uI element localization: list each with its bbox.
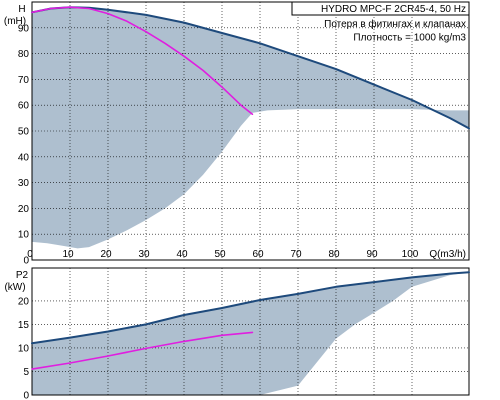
power-y-tick-label: 20 — [18, 296, 30, 307]
head-x-tick-label: 50 — [214, 249, 226, 260]
head-y-tick-label: 70 — [18, 75, 30, 86]
head-y-tick-label: 80 — [18, 49, 30, 60]
head-duty-curve — [31, 6, 254, 115]
head-x-tick-label: 20 — [100, 249, 112, 260]
power-y-tick-label: 15 — [18, 320, 30, 331]
head-y-axis-title-unit: (mH) — [4, 16, 26, 27]
head-y-axis-title-symbol: H — [18, 4, 25, 15]
head-y-tick-label: 60 — [18, 101, 30, 112]
power-plot-frame — [31, 267, 470, 396]
head-y-tick-label: 0 — [23, 256, 29, 267]
info-line: Потеря в фитингах и клапанах — [324, 18, 466, 30]
power-pump-curve — [31, 271, 470, 345]
product-title: HYDRO MPC-F 2CR45-4, 50 Hz — [321, 4, 466, 15]
info-line: Плотность = 1000 kg/m3 — [353, 33, 466, 44]
info-box: HYDRO MPC-F 2CR45-4, 50 Hz Потеря в фитин… — [291, 1, 470, 44]
power-y-axis-title-unit: (kW) — [4, 282, 25, 293]
power-y-tick-label: 10 — [18, 343, 30, 354]
power-operating-region — [32, 272, 469, 395]
head-y-tick-label: 40 — [18, 152, 30, 163]
power-y-axis-title-symbol: P2 — [16, 270, 29, 281]
head-y-tick-label: 20 — [18, 204, 30, 215]
head-x-tick-label: 90 — [366, 249, 378, 260]
head-operating-region — [32, 7, 469, 249]
head-x-tick-label: 30 — [138, 249, 150, 260]
head-y-tick-label: 10 — [18, 230, 30, 241]
head-x-tick-label: 100 — [402, 249, 419, 260]
head-chart-panel: 0 10 20 30 40 50 60 70 80 90 H(mH) 0 10 20 30 40 50 60 70 8… — [4, 1, 470, 267]
head-y-tick-label: 90 — [18, 23, 30, 34]
head-x-tick-label: 80 — [328, 249, 340, 260]
power-y-tick-label: 0 — [23, 391, 29, 400]
head-y-tick-label: 30 — [18, 178, 30, 189]
head-x-axis-title: Q(m3/h) — [429, 249, 466, 260]
info-title-box — [291, 1, 470, 16]
head-plot-frame — [31, 1, 470, 261]
head-y-tick-label: 50 — [18, 127, 30, 138]
head-x-tick-label: 70 — [290, 249, 302, 260]
power-y-tick-label: 5 — [23, 367, 29, 378]
power-chart-panel: 0 5 10 15 20 P2(kW) — [4, 267, 470, 400]
head-x-tick-label: 0 — [27, 249, 33, 260]
head-x-tick-label: 60 — [252, 249, 264, 260]
power-duty-curve — [31, 331, 254, 370]
head-x-tick-label: 40 — [176, 249, 188, 260]
head-x-tick-label: 10 — [62, 249, 74, 260]
